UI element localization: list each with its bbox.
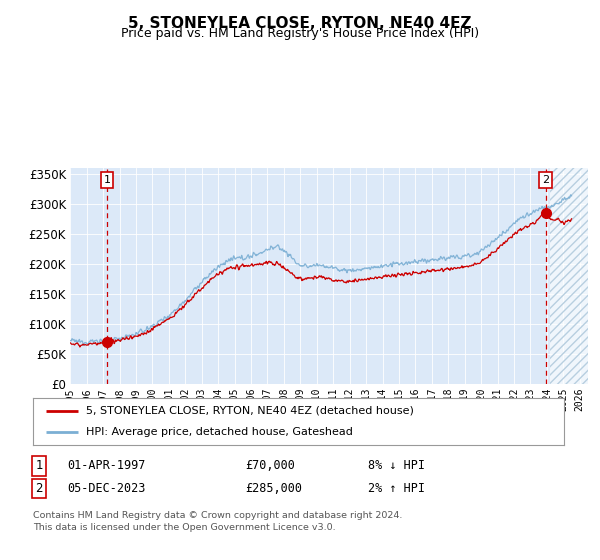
Bar: [550, 168, 588, 384]
Text: £285,000: £285,000: [245, 482, 302, 495]
Text: 05-DEC-2023: 05-DEC-2023: [68, 482, 146, 495]
Text: 1: 1: [104, 175, 110, 185]
Text: 5, STONEYLEA CLOSE, RYTON, NE40 4EZ: 5, STONEYLEA CLOSE, RYTON, NE40 4EZ: [128, 16, 472, 31]
Text: 2% ↑ HPI: 2% ↑ HPI: [368, 482, 425, 495]
Text: 2: 2: [542, 175, 549, 185]
Text: 1: 1: [35, 459, 43, 473]
Text: Price paid vs. HM Land Registry's House Price Index (HPI): Price paid vs. HM Land Registry's House …: [121, 27, 479, 40]
Text: 8% ↓ HPI: 8% ↓ HPI: [368, 459, 425, 473]
Text: Contains HM Land Registry data © Crown copyright and database right 2024.
This d: Contains HM Land Registry data © Crown c…: [33, 511, 403, 532]
Text: HPI: Average price, detached house, Gateshead: HPI: Average price, detached house, Gate…: [86, 427, 353, 437]
Text: £70,000: £70,000: [245, 459, 295, 473]
Text: 5, STONEYLEA CLOSE, RYTON, NE40 4EZ (detached house): 5, STONEYLEA CLOSE, RYTON, NE40 4EZ (det…: [86, 406, 414, 416]
Text: 2: 2: [35, 482, 43, 495]
Text: 01-APR-1997: 01-APR-1997: [68, 459, 146, 473]
Bar: [550, 168, 588, 384]
